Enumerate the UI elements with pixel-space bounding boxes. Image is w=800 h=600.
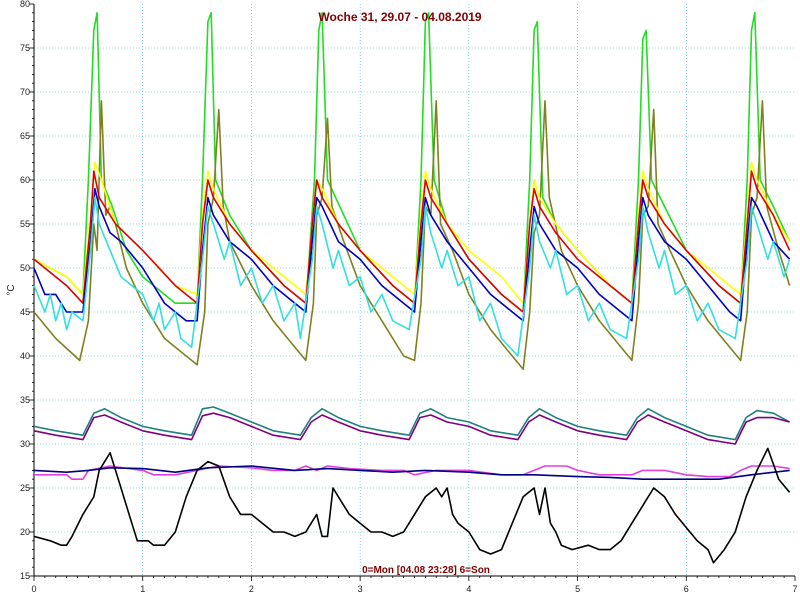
x-tick-label: 1 <box>140 584 145 594</box>
x-tick-label: 4 <box>466 584 471 594</box>
series-line-9 <box>34 465 790 481</box>
series-line-10 <box>33 465 790 481</box>
series-line-11 <box>33 447 791 564</box>
series-line-7 <box>33 406 790 441</box>
y-tick-label: 55 <box>20 219 30 229</box>
series-line-4 <box>33 170 791 313</box>
x-tick-label: 0 <box>31 584 36 594</box>
chart-title: Woche 31, 29.07 - 04.08.2019 <box>318 10 482 24</box>
series-line-6 <box>33 196 791 357</box>
y-tick-label: 15 <box>20 571 30 581</box>
y-tick-label: 35 <box>20 395 30 405</box>
grid <box>34 4 795 576</box>
x-tick-label: 6 <box>684 584 689 594</box>
y-tick-label: 40 <box>20 351 30 361</box>
y-tick-label: 80 <box>20 0 30 9</box>
series-line-1 <box>33 12 791 313</box>
chart-footer: 0=Mon [04.08 23:28] 6=Son <box>362 565 490 576</box>
x-tick-label: 2 <box>249 584 254 594</box>
y-tick-label: 30 <box>20 439 30 449</box>
y-axis-label: °C <box>6 284 17 295</box>
series-line-2 <box>33 100 791 371</box>
series-line-8 <box>33 412 790 445</box>
x-tick-label: 5 <box>575 584 580 594</box>
series-line-5 <box>33 188 791 322</box>
y-tick-label: 65 <box>20 131 30 141</box>
x-tick-label: 7 <box>792 584 797 594</box>
axes <box>29 3 796 581</box>
y-tick-label: 20 <box>20 527 30 537</box>
series-lines <box>33 12 791 564</box>
y-tick-label: 70 <box>20 87 30 97</box>
y-tick-label: 75 <box>20 43 30 53</box>
y-tick-label: 25 <box>20 483 30 493</box>
y-tick-label: 50 <box>20 263 30 273</box>
y-tick-label: 60 <box>20 175 30 185</box>
y-tick-label: 45 <box>20 307 30 317</box>
x-tick-label: 3 <box>358 584 363 594</box>
